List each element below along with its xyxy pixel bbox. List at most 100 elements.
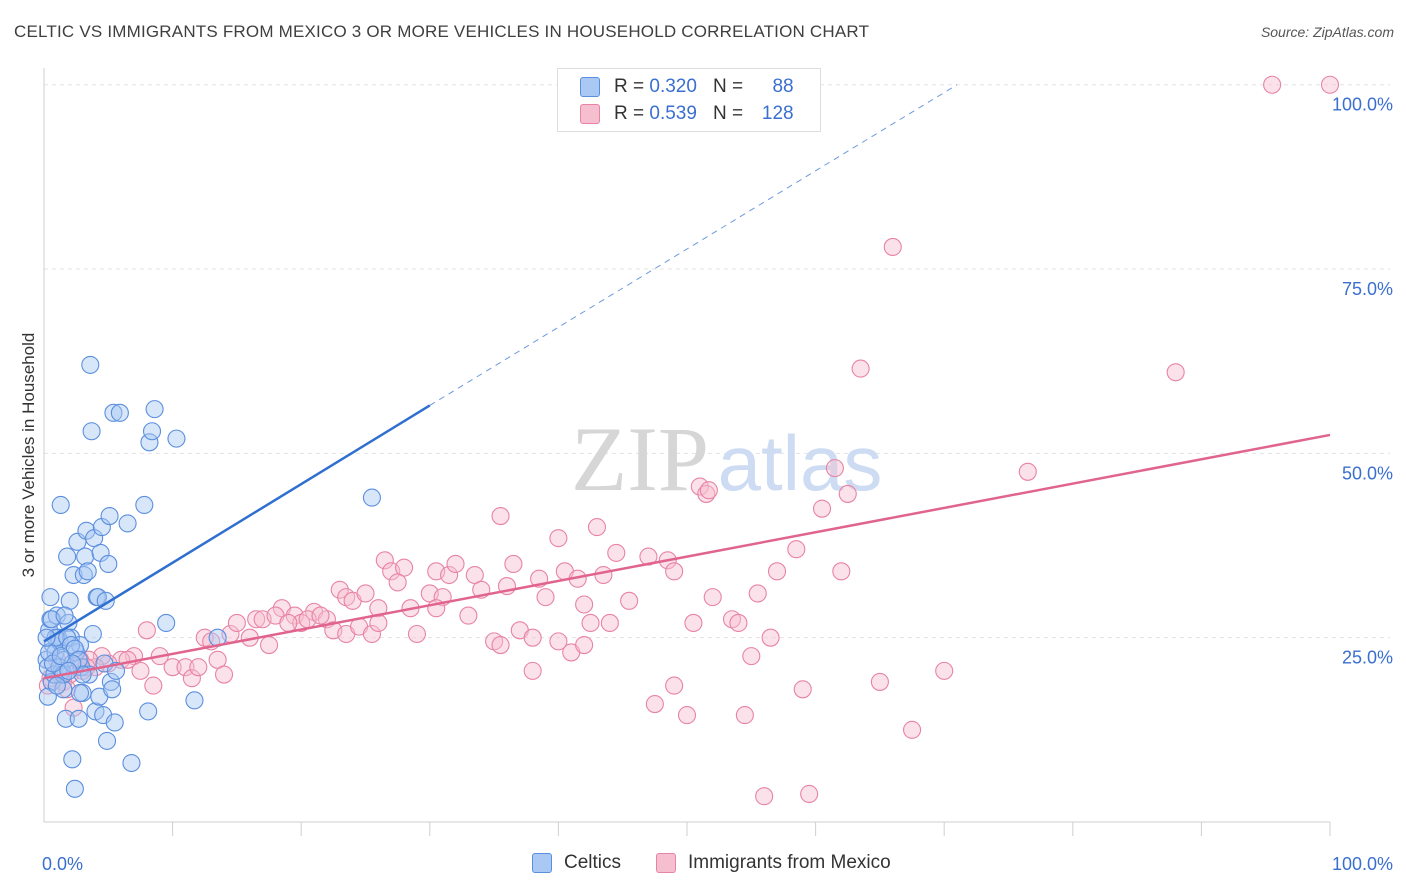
series-legend: Celtics Immigrants from Mexico xyxy=(0,852,1406,878)
celtic-point xyxy=(83,624,102,644)
celtic-point xyxy=(157,613,176,632)
celtic-point xyxy=(41,588,60,607)
celtic-point xyxy=(135,495,154,515)
n-label: N = xyxy=(712,103,744,124)
mexico-trend-line xyxy=(43,433,1331,680)
tick-labels: 25.0% 50.0% 75.0% 100.0% 0.0% 100.0% xyxy=(42,95,1393,874)
mexico-point xyxy=(459,606,478,625)
celtic-point xyxy=(100,506,119,526)
mexico-point xyxy=(491,636,510,655)
mexico-point xyxy=(832,562,851,581)
mexico-point xyxy=(189,658,208,677)
mexico-point xyxy=(523,661,542,680)
celtics-swatch xyxy=(580,77,600,97)
legend-item-celtics[interactable]: Celtics xyxy=(532,852,621,874)
mexico-point xyxy=(227,613,246,632)
stats-legend: R = 0.320 N = 88 R = 0.539 N = 128 xyxy=(557,68,821,132)
mexico-point xyxy=(176,658,195,677)
celtic-point xyxy=(70,683,90,703)
mexico-point xyxy=(665,676,684,695)
r-label: R = xyxy=(614,103,645,124)
celtic-point xyxy=(78,562,97,581)
watermark-zip: ZIP xyxy=(571,408,709,510)
celtic-point xyxy=(105,713,124,732)
mexico-point xyxy=(600,613,619,632)
mexico-swatch xyxy=(580,104,600,124)
celtic-point xyxy=(167,429,186,448)
mexico-point xyxy=(902,720,922,739)
mexico-point xyxy=(755,787,774,806)
y-tick-label: 50.0% xyxy=(1342,463,1393,483)
mexico-point xyxy=(362,624,381,644)
celtic-point xyxy=(99,554,118,574)
mexico-point xyxy=(214,665,234,684)
mexico-point xyxy=(729,613,748,632)
stats-row-mexico: R = 0.539 N = 128 xyxy=(580,102,794,126)
mexico-point xyxy=(182,669,201,688)
celtic-point xyxy=(55,606,74,625)
legend-label: Immigrants from Mexico xyxy=(688,852,891,873)
mexico-point xyxy=(356,584,375,603)
celtic-point xyxy=(58,547,77,566)
mexico-point xyxy=(699,481,718,500)
legend-item-mexico[interactable]: Immigrants from Mexico xyxy=(656,852,891,874)
celtic-point xyxy=(76,547,95,566)
mexico-point xyxy=(703,588,722,607)
celtic-point xyxy=(51,495,70,515)
celtic-trend-line xyxy=(43,404,431,643)
mexico-point xyxy=(1263,75,1282,94)
mexico-point xyxy=(767,562,787,581)
mexico-point xyxy=(935,661,954,680)
mexico-point xyxy=(247,610,266,629)
mexico-point xyxy=(1166,363,1185,382)
mexico-point xyxy=(690,477,709,496)
mexico-point xyxy=(131,661,150,680)
chart-title: CELTIC VS IMMIGRANTS FROM MEXICO 3 OR MO… xyxy=(14,22,870,41)
celtic-point xyxy=(362,488,381,507)
x-tick-label: 0.0% xyxy=(42,854,83,874)
watermark-atlas: atlas xyxy=(718,419,883,507)
celtics-swatch xyxy=(532,853,552,873)
watermark: ZIP atlas xyxy=(571,408,882,510)
n-value: 88 xyxy=(772,76,794,97)
celtic-point xyxy=(145,400,164,419)
celtic-point xyxy=(104,403,123,422)
n-value: 128 xyxy=(761,103,794,124)
celtic-point xyxy=(118,514,137,533)
celtic-point xyxy=(37,628,56,647)
trend-lines xyxy=(43,84,1331,680)
mexico-point xyxy=(575,595,594,614)
mexico-point xyxy=(581,613,600,632)
r-value: 0.539 xyxy=(649,103,697,124)
celtic-point xyxy=(185,691,204,710)
mexico-point xyxy=(748,584,767,603)
celtic-point xyxy=(110,403,129,422)
n-label: N = xyxy=(712,76,744,97)
axes xyxy=(43,68,1331,836)
mexico-point xyxy=(549,529,568,548)
celtic-point xyxy=(103,680,122,699)
celtic-point xyxy=(142,422,162,441)
mexico-point xyxy=(883,237,902,256)
mexico-point xyxy=(825,459,844,478)
mexico-point xyxy=(1320,75,1340,94)
y-tick-label: 75.0% xyxy=(1342,279,1393,299)
mexico-swatch xyxy=(656,853,676,873)
celtic-point xyxy=(140,433,159,452)
stats-row-celtics: R = 0.320 N = 88 xyxy=(580,75,794,99)
mexico-point xyxy=(684,613,703,632)
mexico-point xyxy=(536,588,555,607)
y-tick-label: 25.0% xyxy=(1342,648,1393,668)
mexico-point xyxy=(311,606,330,625)
mexico-point xyxy=(851,359,870,378)
celtic-point xyxy=(63,750,82,769)
r-label: R = xyxy=(614,76,645,97)
mexico-point xyxy=(761,628,780,647)
mexico-point xyxy=(787,540,806,559)
celtic-point xyxy=(65,639,84,658)
celtic-point xyxy=(64,565,83,585)
mexico-point xyxy=(407,624,426,644)
mexico-point xyxy=(607,543,626,562)
celtic-point xyxy=(59,661,78,680)
mexico-point xyxy=(491,506,510,526)
